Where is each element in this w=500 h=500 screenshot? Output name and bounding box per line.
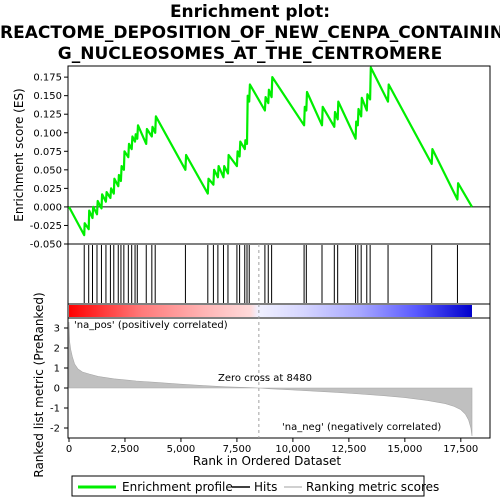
es-ytick-label: -0.025: [30, 221, 62, 232]
es-panel-frame: [67, 65, 491, 245]
rank-ytick-label: 2: [54, 344, 60, 355]
es-ytick-label: 0.150: [33, 91, 62, 102]
es-ytick-label: 0.050: [33, 165, 62, 176]
na-neg-label: 'na_neg' (negatively correlated): [282, 422, 441, 433]
legend: [71, 475, 425, 497]
hits-panel-frame: [67, 243, 491, 305]
na-pos-label: 'na_pos' (positively correlated): [74, 320, 228, 331]
chart-title-line-2: REACTOME_DEPOSITION_OF_NEW_CENPA_CONTAIN…: [0, 23, 500, 43]
rank-xtick-label: 0: [66, 444, 72, 455]
rank-xtick-label: 10,000: [275, 444, 310, 455]
legend-enrichment-label: Enrichment profile: [122, 480, 233, 494]
es-ytick-label: 0.000: [33, 202, 62, 213]
es-ytick-label: 0.075: [33, 147, 62, 158]
rank-ytick-label: 0: [54, 384, 60, 395]
rank-colorbar: [69, 305, 472, 317]
rank-ytick-label: -1: [50, 404, 60, 415]
chart-title: Enrichment plot: REACTOME_DEPOSITION_OF_…: [0, 2, 500, 65]
rank-panel-frame: [67, 317, 491, 439]
enrichment-profile-line: [68, 66, 473, 237]
zero-cross-label: Zero cross at 8480: [218, 373, 312, 384]
rank-axis-label: Ranked list metric (PreRanked): [32, 292, 46, 477]
es-axis-label: Enrichment score (ES): [12, 88, 26, 221]
rank-ytick-label: 3: [54, 324, 60, 335]
legend-metric-label: Ranking metric scores: [306, 480, 439, 494]
es-ytick-label: 0.025: [33, 184, 62, 195]
es-ytick-label: 0.125: [33, 110, 62, 121]
rank-xtick-label: 5,000: [167, 444, 196, 455]
rank-xtick-label: 2,500: [111, 444, 140, 455]
chart-title-line-1: Enrichment plot:: [169, 2, 331, 22]
chart-title-line-3: G_NUCLEOSOMES_AT_THE_CENTROMERE: [57, 44, 443, 64]
es-ytick-label: -0.050: [30, 240, 62, 251]
rank-x-axis-label: Rank in Ordered Dataset: [193, 454, 341, 468]
rank-xtick-label: 17,500: [443, 444, 478, 455]
rank-xtick-label: 15,000: [387, 444, 422, 455]
rank-ytick-label: -2: [50, 424, 60, 435]
legend-hits-label: Hits: [254, 480, 277, 494]
rank-xtick-label: 12,500: [331, 444, 366, 455]
rank-ytick-label: 1: [54, 364, 60, 375]
rank-xtick-label: 7,500: [223, 444, 252, 455]
es-ytick-label: 0.175: [33, 73, 62, 84]
es-ytick-label: 0.100: [33, 128, 62, 139]
